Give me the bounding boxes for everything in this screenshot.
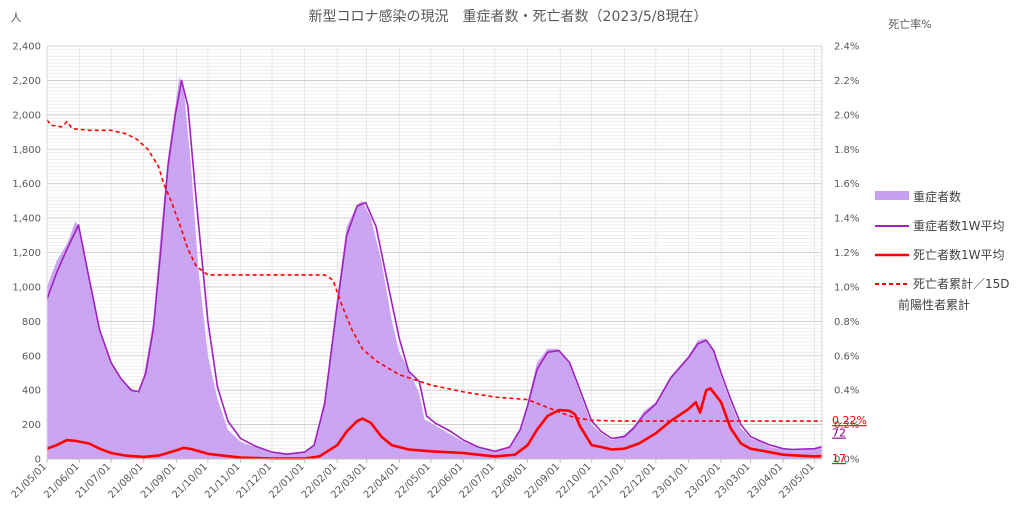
y-left-tick-label: 600 <box>22 351 41 362</box>
y-right-tick-label: 1.4% <box>834 214 859 225</box>
y-left-tick-label: 0 <box>35 455 41 466</box>
y-right-tick-label: 0.2% <box>834 420 859 431</box>
y-right-tick-label: 0.0% <box>834 455 859 466</box>
y-right-tick-label: 2.0% <box>834 110 859 121</box>
y-left-tick-label: 2,200 <box>12 76 41 87</box>
y-right-tick-label: 0.6% <box>834 351 859 362</box>
end-label: 0.22% <box>832 414 867 427</box>
y-left-unit: 人 <box>11 11 22 24</box>
legend-swatch <box>875 191 909 200</box>
y-left-tick-label: 2,400 <box>12 42 41 53</box>
legend-label: 重症者数 <box>913 189 961 204</box>
y-right-tick-label: 1.6% <box>834 179 859 190</box>
legend-label: 死亡者累計／15D 前陽性者累計 <box>898 276 1010 312</box>
y-right-unit: 死亡率% <box>888 17 931 31</box>
series-line-serious-1w-avg <box>46 79 823 455</box>
end-label: 72 <box>832 427 846 440</box>
y-right-tick-label: 1.0% <box>834 282 859 293</box>
y-left-tick-label: 200 <box>22 420 41 431</box>
y-left-tick-label: 1,200 <box>12 248 41 259</box>
series-area-serious-cases <box>47 77 822 459</box>
y-left-tick-label: 1,800 <box>12 145 41 156</box>
series-line-deaths-1w-avg <box>46 387 823 460</box>
y-right-tick-label: 0.4% <box>834 386 859 397</box>
y-left-tick-label: 800 <box>22 317 41 328</box>
legend-label: 重症者数1W平均 <box>913 218 1005 233</box>
end-label: 17 <box>832 452 846 465</box>
y-left-tick-label: 1,600 <box>12 179 41 190</box>
chart-title: 新型コロナ感染の現況 重症者数・死亡者数（2023/5/8現在） <box>309 8 708 25</box>
y-right-tick-label: 2.4% <box>834 42 859 53</box>
y-left-tick-label: 400 <box>22 386 41 397</box>
y-left-tick-label: 1,400 <box>12 214 41 225</box>
y-left-tick-label: 1,000 <box>12 282 41 293</box>
series-line-mortality-rate <box>46 119 822 422</box>
y-right-tick-label: 0.8% <box>834 317 859 328</box>
y-right-tick-label: 2.2% <box>834 76 859 87</box>
y-left-tick-label: 2,000 <box>12 110 41 121</box>
legend-label: 死亡者数1W平均 <box>913 247 1005 262</box>
y-right-tick-label: 1.8% <box>834 145 859 156</box>
y-right-tick-label: 1.2% <box>834 248 859 259</box>
plot-area <box>46 77 823 460</box>
